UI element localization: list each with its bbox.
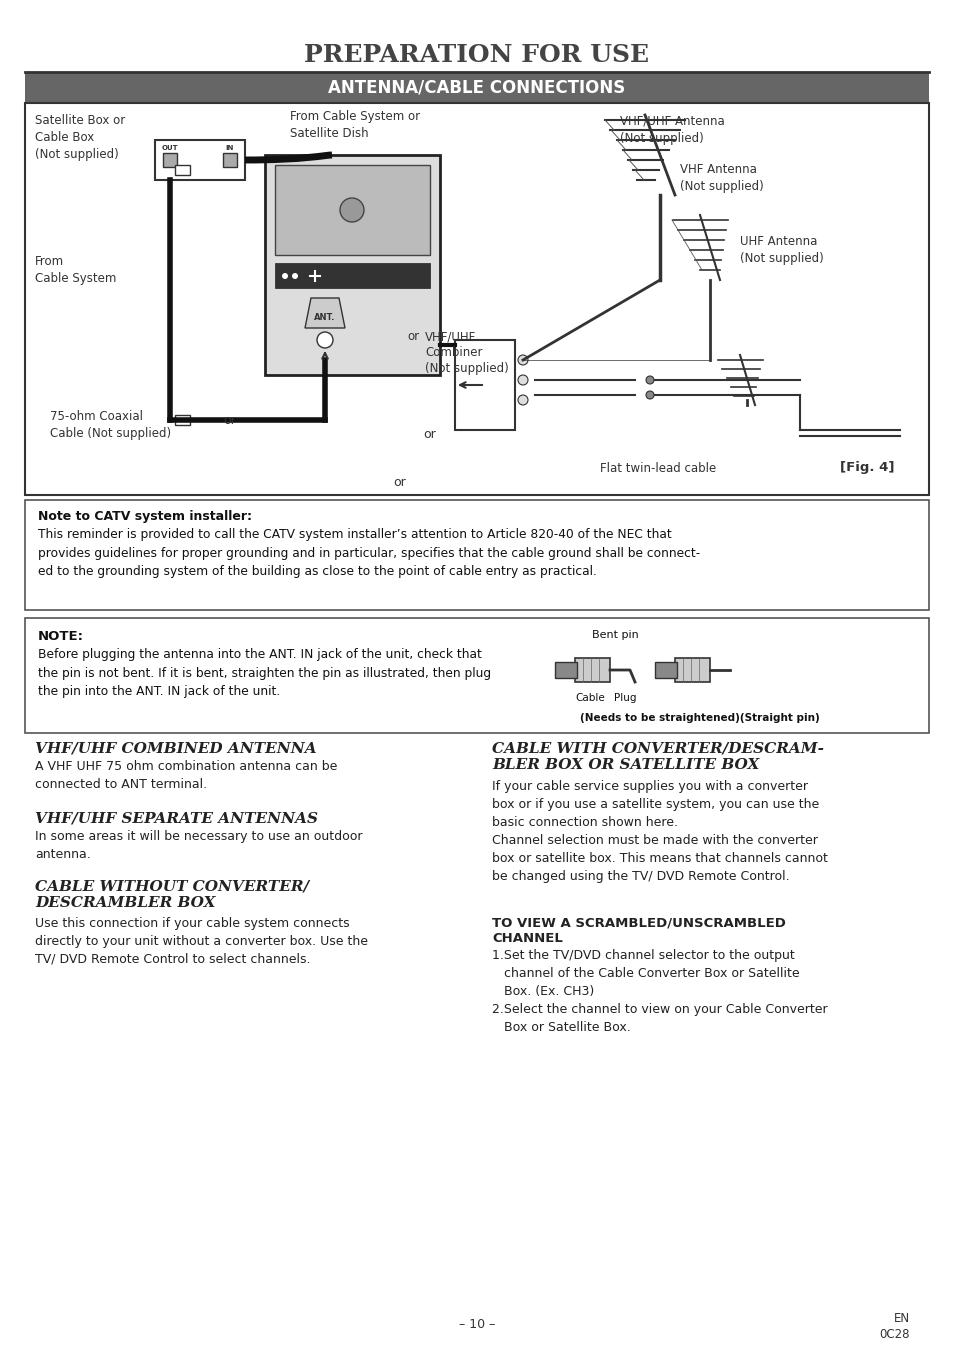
Text: VHF/UHF Antenna
(Not supplied): VHF/UHF Antenna (Not supplied) [619,115,724,146]
Text: If your cable service supplies you with a converter
box or if you use a satellit: If your cable service supplies you with … [492,780,827,883]
Text: This reminder is provided to call the CATV system installer’s attention to Artic: This reminder is provided to call the CA… [38,528,700,578]
Bar [25,617,928,733]
Text: Plug: Plug [613,693,636,704]
Circle shape [645,376,654,384]
Circle shape [517,355,527,365]
Bar [174,415,190,425]
Text: From
Cable System: From Cable System [35,255,116,284]
Text: Use this connection if your cable system connects
directly to your unit without : Use this connection if your cable system… [35,917,368,967]
Text: or: or [408,330,419,342]
Bar [274,263,430,288]
Text: 1.Set the TV/DVD channel selector to the output
   channel of the Cable Converte: 1.Set the TV/DVD channel selector to the… [492,949,827,1034]
Text: Cable: Cable [575,693,604,704]
Text: ANT.: ANT. [314,314,335,322]
Bar [575,658,609,682]
Text: or: or [394,476,406,488]
Bar [555,662,577,678]
Bar [655,662,677,678]
Text: Before plugging the antenna into the ANT. IN jack of the unit, check that
the pi: Before plugging the antenna into the ANT… [38,648,491,698]
Bar [174,164,190,175]
Text: OUT: OUT [161,146,178,151]
Bar [154,140,245,181]
Text: or: or [423,429,436,442]
Text: A VHF UHF 75 ohm combination antenna can be
connected to ANT terminal.: A VHF UHF 75 ohm combination antenna can… [35,760,337,791]
Text: IN: IN [226,146,233,151]
Bar [265,155,439,375]
Text: [Fig. 4]: [Fig. 4] [840,461,894,474]
Bar [25,500,928,611]
Text: VHF Antenna
(Not supplied): VHF Antenna (Not supplied) [679,163,763,193]
Polygon shape [305,298,345,328]
Circle shape [339,198,364,222]
Text: EN: EN [893,1312,909,1325]
Bar [163,154,177,167]
Text: or: or [223,414,236,426]
Text: TO VIEW A SCRAMBLED/UNSCRAMBLED
CHANNEL: TO VIEW A SCRAMBLED/UNSCRAMBLED CHANNEL [492,917,785,945]
Text: Bent pin: Bent pin [591,630,638,640]
Text: VHF/UHF COMBINED ANTENNA: VHF/UHF COMBINED ANTENNA [35,741,316,756]
Text: CABLE WITH CONVERTER/DESCRAM-
BLER BOX OR SATELLITE BOX: CABLE WITH CONVERTER/DESCRAM- BLER BOX O… [492,741,823,772]
Bar [223,154,236,167]
Text: 0C28: 0C28 [879,1329,909,1341]
Circle shape [316,332,333,348]
Text: ANTENNA/CABLE CONNECTIONS: ANTENNA/CABLE CONNECTIONS [328,80,625,97]
Text: 75-ohm Coaxial
Cable (Not supplied): 75-ohm Coaxial Cable (Not supplied) [50,410,171,439]
Text: VHF/UHF
Combiner
(Not supplied): VHF/UHF Combiner (Not supplied) [424,330,508,375]
Bar [25,73,928,102]
Text: PREPARATION FOR USE: PREPARATION FOR USE [304,43,649,67]
Circle shape [517,375,527,386]
Bar [455,340,515,430]
Text: UHF Antenna
(Not supplied): UHF Antenna (Not supplied) [740,235,822,266]
Text: NOTE:: NOTE: [38,630,84,643]
Text: Note to CATV system installer:: Note to CATV system installer: [38,510,252,523]
Text: CABLE WITHOUT CONVERTER/
DESCRAMBLER BOX: CABLE WITHOUT CONVERTER/ DESCRAMBLER BOX [35,880,309,910]
Text: In some areas it will be necessary to use an outdoor
antenna.: In some areas it will be necessary to us… [35,830,362,861]
Bar [274,164,430,255]
Circle shape [517,395,527,404]
Text: VHF/UHF SEPARATE ANTENNAS: VHF/UHF SEPARATE ANTENNAS [35,811,317,826]
Bar [675,658,709,682]
Circle shape [645,391,654,399]
Text: (Needs to be straightened)(Straight pin): (Needs to be straightened)(Straight pin) [579,713,819,723]
Text: Satellite Box or
Cable Box
(Not supplied): Satellite Box or Cable Box (Not supplied… [35,115,125,160]
Text: Flat twin-lead cable: Flat twin-lead cable [599,461,716,474]
Circle shape [292,274,297,279]
Text: – 10 –: – 10 – [458,1318,495,1332]
Text: From Cable System or
Satellite Dish: From Cable System or Satellite Dish [290,111,419,140]
Bar [25,102,928,495]
Circle shape [282,274,288,279]
